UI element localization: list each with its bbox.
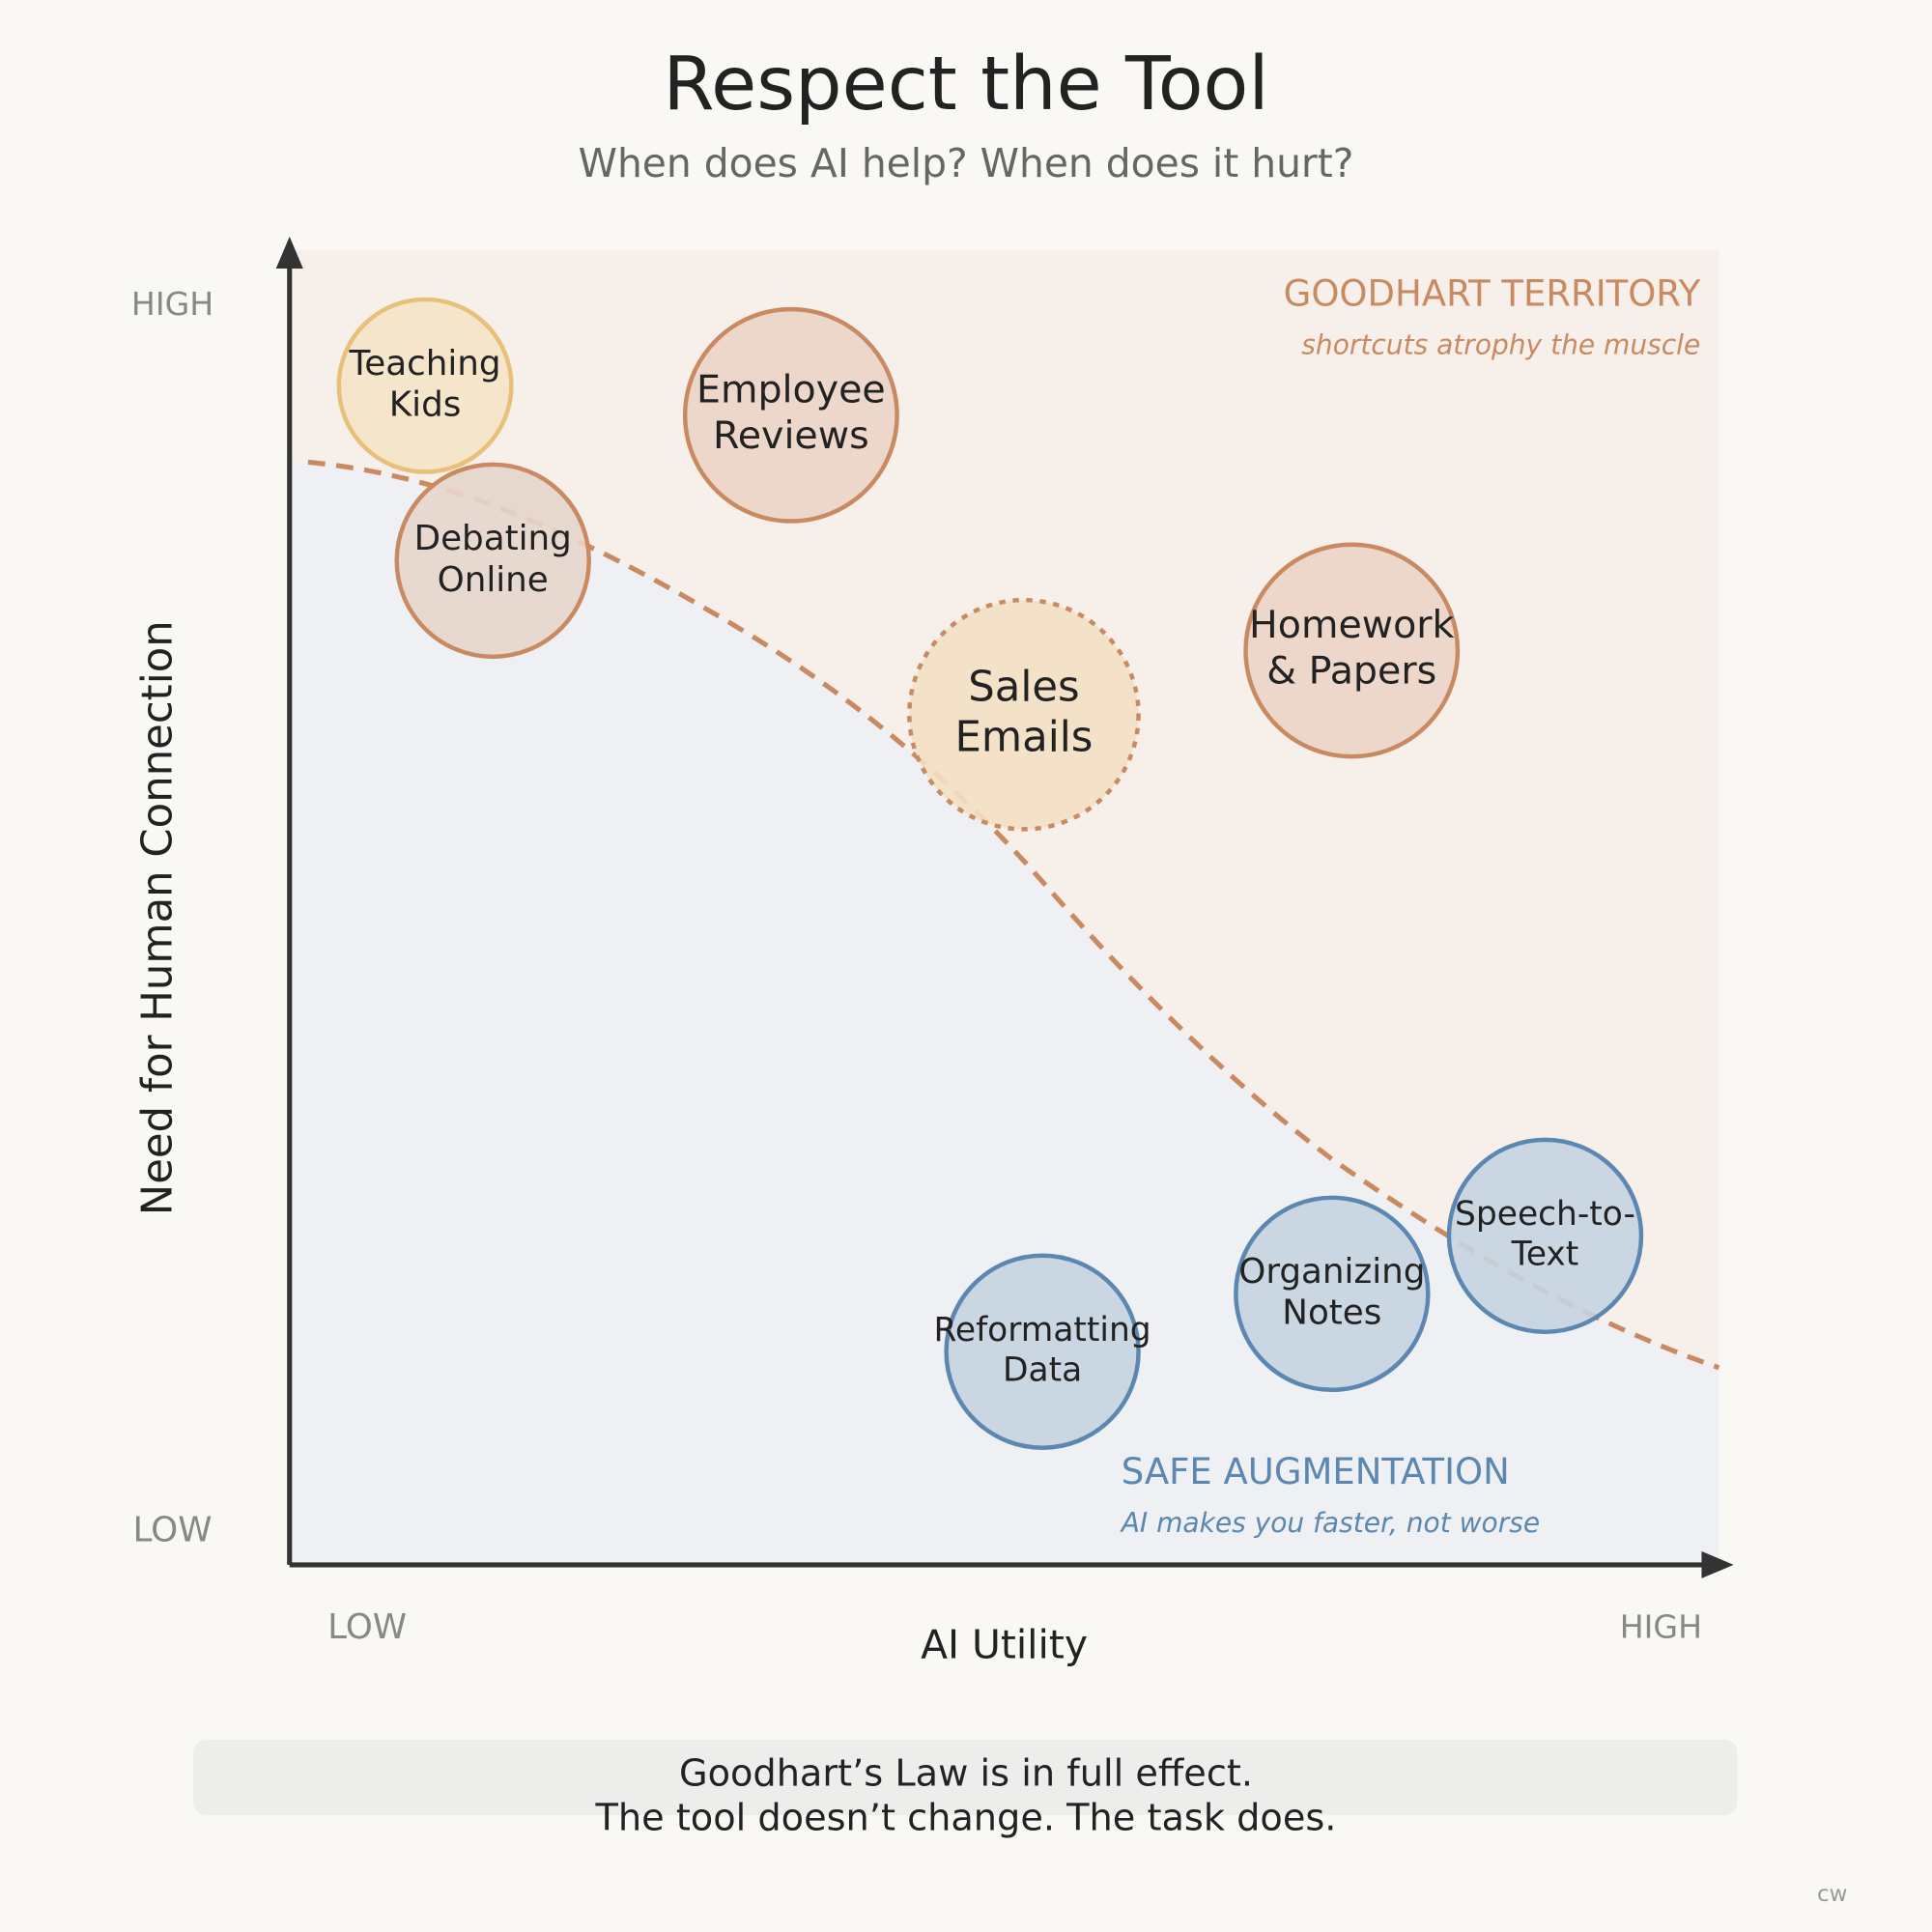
x-arrow: [1701, 1550, 1734, 1578]
title: Respect the Tool: [663, 42, 1268, 128]
region-subtitle: AI makes you faster, not worse: [1120, 1507, 1540, 1539]
signature: cw: [1817, 1882, 1847, 1907]
subtitle: When does AI help? When does it hurt?: [579, 140, 1354, 186]
node-label: Emails: [955, 713, 1094, 761]
region-subtitle: shortcuts atrophy the muscle: [1301, 328, 1700, 360]
node-label: Speech-to-: [1455, 1195, 1635, 1234]
node-label: Homework: [1249, 603, 1455, 647]
y-arrow: [275, 236, 303, 270]
node-label: Notes: [1282, 1293, 1381, 1333]
node: Homework& Papers: [1243, 542, 1461, 759]
footer-line: The tool doesn’t change. The task does.: [595, 1796, 1337, 1839]
footer-line: Goodhart’s Law is in full effect.: [679, 1752, 1253, 1796]
node-circle: [1234, 1195, 1431, 1393]
y-low: LOW: [133, 1510, 213, 1549]
y-high: HIGH: [131, 285, 213, 323]
node-circle: [944, 1253, 1141, 1450]
region-title: GOODHART TERRITORY: [1284, 273, 1701, 315]
node-label: Text: [1511, 1236, 1579, 1274]
node-label: Reviews: [713, 413, 869, 458]
x-low: LOW: [327, 1607, 407, 1647]
region-title: SAFE AUGMENTATION: [1122, 1451, 1510, 1492]
node-circle: [907, 597, 1141, 832]
node: Speech-to-Text: [1446, 1137, 1644, 1335]
node-circle: [336, 297, 514, 474]
x-high: HIGH: [1620, 1608, 1702, 1646]
node-label: Organizing: [1238, 1252, 1425, 1292]
node-label: Online: [438, 560, 549, 600]
node-label: Teaching: [349, 344, 501, 384]
node-label: Reformatting: [934, 1311, 1151, 1350]
x-axis-label: AI Utility: [921, 1621, 1088, 1667]
node-label: Kids: [389, 385, 462, 425]
node-label: Sales: [968, 663, 1079, 711]
footer-box: [193, 1740, 1738, 1815]
node-circle: [394, 462, 591, 660]
node-label: & Papers: [1266, 649, 1436, 694]
y-axis-label: Need for Human Connection: [133, 620, 182, 1215]
node-label: Employee: [696, 368, 886, 412]
node-label: Data: [1003, 1350, 1082, 1389]
node-circle: [1243, 542, 1461, 759]
node-label: Debating: [414, 519, 572, 558]
node-circle: [1446, 1137, 1644, 1335]
node-circle: [682, 306, 899, 524]
